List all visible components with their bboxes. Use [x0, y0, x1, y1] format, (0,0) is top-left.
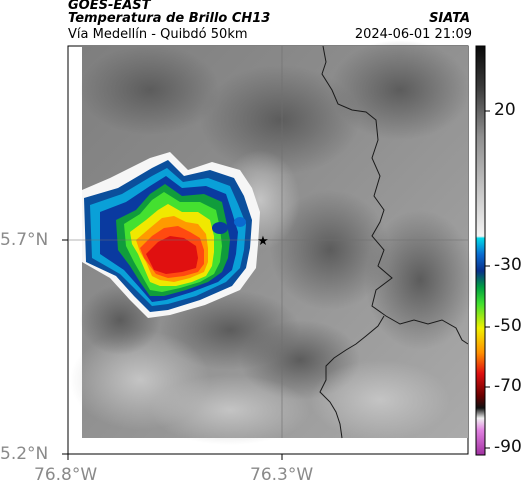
brand-label: SIATA — [429, 11, 470, 26]
lon-tick-label: 76.3°W — [250, 465, 314, 485]
colorbar-label: -50 — [494, 316, 522, 336]
colorbar-label: -70 — [494, 376, 522, 396]
department-border-south — [319, 315, 385, 439]
department-border — [321, 45, 469, 345]
station-star-icon: ★ — [257, 234, 269, 249]
colorbar-label: 20 — [494, 100, 516, 120]
lat-tick-label: 5.2°N — [0, 444, 49, 464]
storm-cell — [82, 152, 260, 318]
cloud-texture — [70, 40, 475, 445]
lon-tick-label: 76.8°W — [34, 465, 98, 485]
colorbar — [475, 45, 486, 456]
product-title: Temperatura de Brillo CH13 — [68, 11, 271, 26]
route-subtitle: Vía Medellín - Quibdó 50km — [68, 27, 248, 42]
colorbar-label: -30 — [494, 255, 522, 275]
satellite-title: GOES-EAST — [68, 0, 151, 13]
colorbar-label: -90 — [494, 437, 522, 457]
lat-tick-label: 5.7°N — [0, 230, 49, 250]
timestamp: 2024-06-01 21:09 — [354, 27, 472, 42]
